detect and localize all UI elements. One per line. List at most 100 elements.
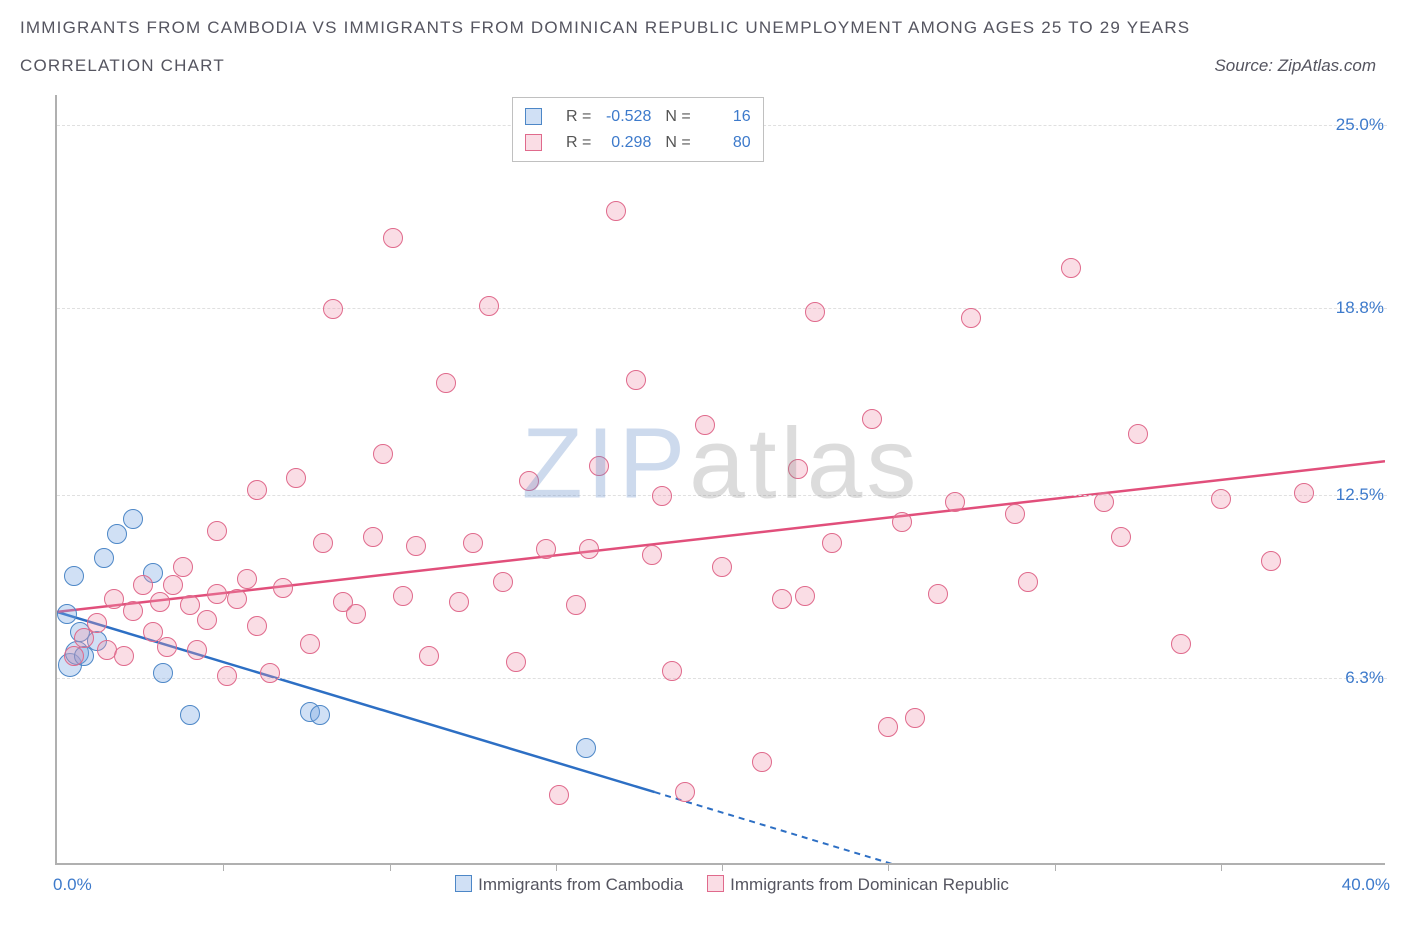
data-point-dominican[interactable] [180,595,200,615]
data-point-cambodia[interactable] [123,509,143,529]
data-point-dominican[interactable] [662,661,682,681]
data-point-cambodia[interactable] [107,524,127,544]
data-point-dominican[interactable] [928,584,948,604]
data-point-dominican[interactable] [393,586,413,606]
legend-label-cambodia: Immigrants from Cambodia [478,875,683,894]
data-point-dominican[interactable] [822,533,842,553]
data-point-dominican[interactable] [892,512,912,532]
data-point-dominican[interactable] [313,533,333,553]
data-point-dominican[interactable] [449,592,469,612]
data-point-dominican[interactable] [1094,492,1114,512]
data-point-dominican[interactable] [273,578,293,598]
data-point-dominican[interactable] [114,646,134,666]
data-point-dominican[interactable] [519,471,539,491]
data-point-dominican[interactable] [589,456,609,476]
data-point-dominican[interactable] [207,521,227,541]
data-point-dominican[interactable] [862,409,882,429]
data-point-dominican[interactable] [1261,551,1281,571]
data-point-dominican[interactable] [260,663,280,683]
watermark: ZIPatlas [522,406,921,521]
data-point-dominican[interactable] [436,373,456,393]
data-point-cambodia[interactable] [57,604,77,624]
data-point-dominican[interactable] [463,533,483,553]
data-point-dominican[interactable] [247,616,267,636]
data-point-dominican[interactable] [157,637,177,657]
data-point-dominican[interactable] [1018,572,1038,592]
data-point-dominican[interactable] [536,539,556,559]
data-point-cambodia[interactable] [180,705,200,725]
data-point-dominican[interactable] [217,666,237,686]
data-point-dominican[interactable] [493,572,513,592]
y-tick-label: 6.3% [1339,668,1390,688]
data-point-dominican[interactable] [1128,424,1148,444]
data-point-dominican[interactable] [300,634,320,654]
data-point-dominican[interactable] [805,302,825,322]
data-point-dominican[interactable] [712,557,732,577]
data-point-dominican[interactable] [795,586,815,606]
data-point-cambodia[interactable] [576,738,596,758]
data-point-dominican[interactable] [1111,527,1131,547]
x-tick [1221,863,1222,871]
data-point-dominican[interactable] [788,459,808,479]
x-tick [390,863,391,871]
data-point-dominican[interactable] [286,468,306,488]
data-point-dominican[interactable] [187,640,207,660]
stats-legend: R =-0.528N =16R =0.298N =80 [512,97,764,162]
x-tick [556,863,557,871]
data-point-dominican[interactable] [363,527,383,547]
data-point-dominican[interactable] [373,444,393,464]
data-point-dominican[interactable] [1171,634,1191,654]
data-point-dominican[interactable] [227,589,247,609]
stats-row-dominican: R =0.298N =80 [525,130,751,156]
data-point-cambodia[interactable] [153,663,173,683]
data-point-dominican[interactable] [752,752,772,772]
data-point-dominican[interactable] [905,708,925,728]
bottom-legend: Immigrants from CambodiaImmigrants from … [55,875,1385,895]
data-point-dominican[interactable] [406,536,426,556]
data-point-dominican[interactable] [506,652,526,672]
data-point-dominican[interactable] [1061,258,1081,278]
data-point-dominican[interactable] [237,569,257,589]
swatch-cambodia [525,108,542,125]
data-point-dominican[interactable] [207,584,227,604]
data-point-dominican[interactable] [772,589,792,609]
data-point-dominican[interactable] [173,557,193,577]
data-point-dominican[interactable] [652,486,672,506]
data-point-dominican[interactable] [1294,483,1314,503]
data-point-dominican[interactable] [1211,489,1231,509]
legend-swatch-cambodia [455,875,472,892]
y-tick-label: 25.0% [1330,115,1390,135]
data-point-dominican[interactable] [1005,504,1025,524]
data-point-dominican[interactable] [247,480,267,500]
data-point-cambodia[interactable] [94,548,114,568]
data-point-dominican[interactable] [695,415,715,435]
data-point-dominican[interactable] [123,601,143,621]
data-point-dominican[interactable] [549,785,569,805]
data-point-dominican[interactable] [419,646,439,666]
data-point-dominican[interactable] [104,589,124,609]
data-point-dominican[interactable] [961,308,981,328]
data-point-dominican[interactable] [323,299,343,319]
data-point-dominican[interactable] [642,545,662,565]
data-point-dominican[interactable] [64,646,84,666]
data-point-dominican[interactable] [163,575,183,595]
data-point-dominican[interactable] [197,610,217,630]
data-point-dominican[interactable] [479,296,499,316]
data-point-dominican[interactable] [579,539,599,559]
data-point-dominican[interactable] [133,575,153,595]
data-point-dominican[interactable] [675,782,695,802]
gridline [57,678,1387,679]
data-point-cambodia[interactable] [64,566,84,586]
data-point-dominican[interactable] [87,613,107,633]
data-point-cambodia[interactable] [310,705,330,725]
data-point-dominican[interactable] [626,370,646,390]
data-point-dominican[interactable] [566,595,586,615]
data-point-dominican[interactable] [150,592,170,612]
plot-inner: ZIPatlas R =-0.528N =16R =0.298N =80 6.3… [55,95,1385,865]
stats-row-cambodia: R =-0.528N =16 [525,104,751,130]
data-point-dominican[interactable] [878,717,898,737]
data-point-dominican[interactable] [606,201,626,221]
data-point-dominican[interactable] [383,228,403,248]
data-point-dominican[interactable] [346,604,366,624]
data-point-dominican[interactable] [945,492,965,512]
